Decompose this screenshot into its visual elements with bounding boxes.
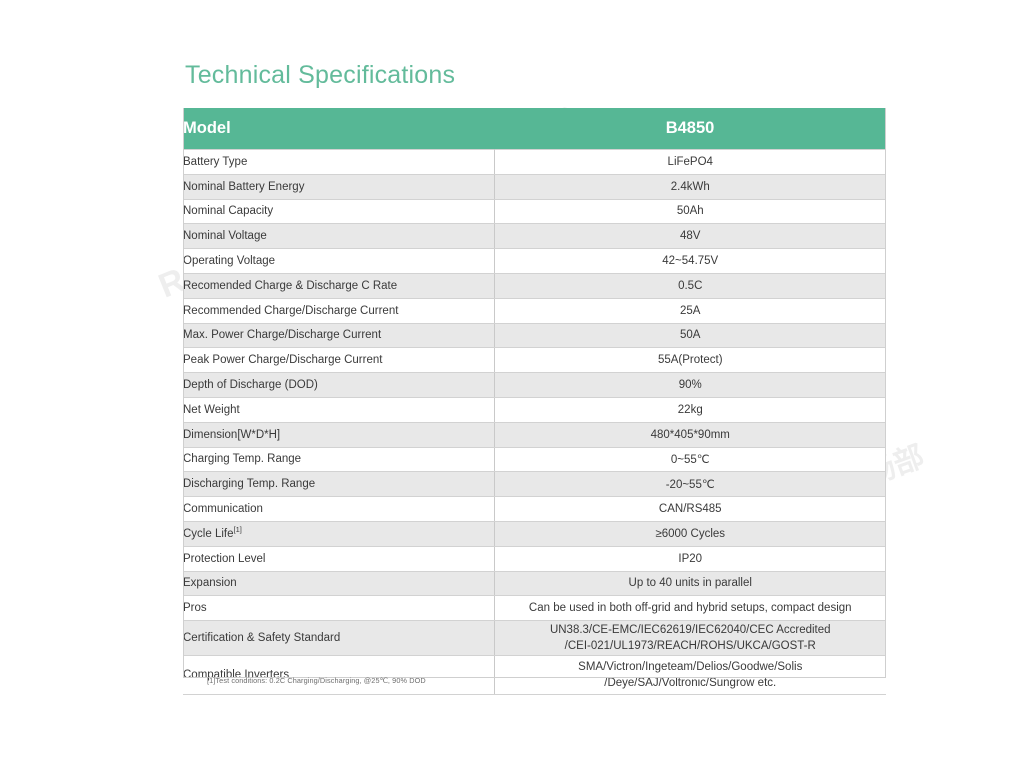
table-row: Nominal Capacity 50Ah [183,198,886,225]
footnote-marker: [1] [233,525,242,535]
table-row: Dimension[W*D*H] 480*405*90mm [183,421,886,448]
row-value: 42~54.75V [494,248,886,274]
table-row: Battery Type LiFePO4 [183,149,886,175]
table-row: Charging Temp. Range 0~55℃ [183,446,886,473]
row-value: 50Ah [494,198,886,225]
row-value: LiFePO4 [494,149,886,175]
row-value-line-2: /CEI-021/UL1973/REACH/ROHS/UKCA/GOST-R [564,640,816,653]
row-label: Battery Type [183,149,495,175]
table-body: Battery Type LiFePO4 Nominal Battery Ene… [183,149,886,696]
row-value: 0.5C [494,272,886,299]
table-row: Pros Can be used in both off-grid and hy… [183,595,886,622]
table-row: Net Weight 22kg [183,396,886,423]
table-row: Protection Level IP20 [183,545,886,572]
row-label: Nominal Voltage [183,223,495,250]
table-row: Recomended Charge & Discharge C Rate 0.5… [183,272,886,299]
row-value-line-1: SMA/Victron/Ingeteam/Delios/Goodwe/Solis [578,660,803,673]
row-value: 90% [494,372,886,398]
row-label: Max. Power Charge/Discharge Current [183,322,495,349]
row-label: Certification & Safety Standard [183,620,495,657]
header-cell-model-number: B4850 [494,108,886,150]
row-label: Nominal Capacity [183,198,495,225]
table-header: Model B4850 [183,108,886,150]
row-label: Recomended Charge & Discharge C Rate [183,272,495,299]
table-row: Discharging Temp. Range -20~55℃ [183,471,886,498]
row-label: Expansion [183,570,495,597]
row-value: Up to 40 units in parallel [494,570,886,597]
row-value: 50A [494,322,886,349]
row-label: Peak Power Charge/Discharge Current [183,347,495,374]
row-label: Dimension[W*D*H] [183,421,495,448]
row-label: Net Weight [183,396,495,423]
row-value: 0~55℃ [494,446,886,473]
row-label: Discharging Temp. Range [183,471,495,498]
row-label: Pros [183,595,495,622]
row-value-line-1: UN38.3/CE-EMC/IEC62619/IEC62040/CEC Accr… [549,623,831,636]
header-cell-model: Model [183,108,494,150]
table-row: Communication CAN/RS485 [183,496,886,522]
table-row: Compatible Inverters SMA/Victron/Ingetea… [183,655,886,696]
row-value: IP20 [494,545,886,572]
table-row: Nominal Battery Energy 2.4kWh [183,173,886,200]
table-row: Operating Voltage 42~54.75V [183,248,886,274]
specifications-table: Model B4850 Battery Type LiFePO4 Nominal… [183,108,886,696]
row-value: ≥6000 Cycles [494,520,886,547]
row-label-text: Cycle Life [183,527,234,540]
row-label: Depth of Discharge (DOD) [183,372,495,398]
row-label: Recommended Charge/Discharge Current [183,297,495,324]
row-value: 2.4kWh [494,173,886,200]
table-row: Cycle Life[1] ≥6000 Cycles [183,520,886,547]
table-row: Peak Power Charge/Discharge Current 55A(… [183,347,886,374]
table-row: Depth of Discharge (DOD) 90% [183,372,886,398]
row-value: 48V [494,223,886,250]
row-value-line-2: /Deye/SAJ/Voltronic/Sungrow etc. [604,677,777,690]
row-value: CAN/RS485 [494,496,886,522]
row-value: 22kg [494,396,886,423]
row-label: Compatible Inverters [183,655,495,696]
row-label: Communication [183,496,495,522]
row-value: SMA/Victron/Ingeteam/Delios/Goodwe/Solis… [494,655,886,696]
row-label: Cycle Life[1] [183,520,495,547]
table-header-row: Model B4850 [183,108,886,150]
row-value: 25A [494,297,886,324]
row-value: -20~55℃ [494,471,886,498]
table-row: Expansion Up to 40 units in parallel [183,570,886,597]
row-label: Nominal Battery Energy [183,173,495,200]
row-value: Can be used in both off-grid and hybrid … [494,595,886,622]
row-label: Protection Level [183,545,495,572]
table-row: Recommended Charge/Discharge Current 25A [183,297,886,324]
page-title: Technical Specifications [185,61,456,89]
table-row: Nominal Voltage 48V [183,223,886,250]
row-value: 480*405*90mm [494,421,886,448]
table-footnote: [1]Test conditions: 0.2C Charging/Discha… [207,676,426,685]
row-value: 55A(Protect) [494,347,886,374]
row-value: UN38.3/CE-EMC/IEC62619/IEC62040/CEC Accr… [494,620,886,657]
row-label: Operating Voltage [183,248,495,274]
table-row: Certification & Safety Standard UN38.3/C… [183,620,886,657]
table-row: Max. Power Charge/Discharge Current 50A [183,322,886,349]
row-label: Charging Temp. Range [183,446,495,473]
